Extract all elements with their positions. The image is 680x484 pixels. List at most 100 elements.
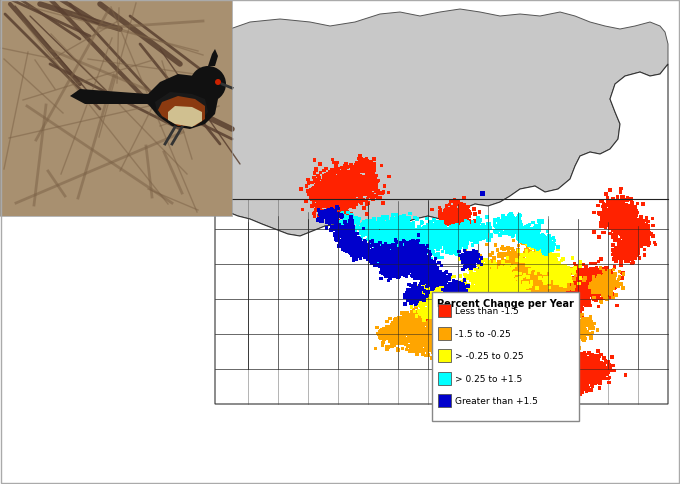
Bar — [601, 215, 605, 219]
Bar — [398, 329, 402, 332]
Bar — [568, 377, 572, 380]
Bar — [622, 248, 626, 251]
Bar — [499, 273, 503, 277]
Bar — [591, 385, 594, 389]
Bar — [398, 323, 401, 326]
Bar — [352, 238, 356, 242]
Bar — [532, 301, 536, 304]
Bar — [576, 357, 579, 361]
Bar — [469, 335, 473, 338]
Bar — [390, 254, 394, 257]
Bar — [591, 376, 594, 379]
Bar — [360, 161, 364, 164]
Bar — [422, 304, 425, 307]
Bar — [625, 217, 628, 221]
Bar — [535, 320, 539, 323]
Bar — [447, 343, 451, 347]
Bar — [556, 276, 559, 280]
Bar — [385, 251, 388, 254]
Bar — [445, 215, 449, 218]
Bar — [313, 192, 316, 196]
Bar — [484, 234, 488, 238]
Bar — [350, 175, 353, 179]
Bar — [471, 227, 474, 230]
Bar — [585, 289, 589, 293]
Bar — [456, 223, 459, 227]
Bar — [424, 271, 427, 274]
Bar — [458, 207, 461, 211]
Bar — [564, 384, 567, 387]
Bar — [576, 379, 579, 383]
Bar — [412, 228, 415, 231]
Bar — [393, 273, 396, 277]
Bar — [313, 215, 316, 219]
Bar — [369, 163, 373, 166]
Bar — [515, 343, 519, 347]
Bar — [480, 286, 484, 289]
Bar — [613, 282, 617, 286]
Bar — [463, 323, 466, 326]
Bar — [558, 348, 561, 352]
Bar — [416, 246, 420, 250]
Bar — [505, 292, 508, 295]
Bar — [520, 279, 524, 283]
Bar — [551, 330, 555, 333]
Bar — [445, 354, 449, 358]
Bar — [354, 250, 357, 253]
Bar — [447, 223, 450, 227]
Bar — [636, 227, 640, 230]
Bar — [541, 300, 544, 303]
Bar — [585, 319, 589, 323]
Bar — [558, 304, 561, 307]
Bar — [528, 304, 531, 308]
Bar — [423, 272, 426, 276]
Bar — [471, 300, 475, 303]
Bar — [621, 211, 624, 214]
Bar — [330, 179, 333, 182]
Bar — [563, 297, 566, 301]
Bar — [397, 234, 401, 238]
Bar — [488, 281, 491, 285]
Bar — [568, 297, 572, 301]
Bar — [328, 195, 333, 199]
Bar — [607, 223, 611, 227]
Bar — [425, 269, 428, 272]
Bar — [485, 362, 488, 365]
Bar — [432, 288, 436, 291]
Bar — [477, 361, 481, 364]
Bar — [586, 365, 590, 369]
Bar — [479, 293, 482, 296]
Bar — [418, 290, 422, 294]
Bar — [353, 205, 356, 208]
Bar — [460, 242, 464, 245]
Bar — [431, 300, 435, 303]
Bar — [630, 202, 634, 205]
Bar — [474, 281, 477, 285]
Bar — [411, 331, 415, 334]
Bar — [354, 164, 358, 168]
Bar — [528, 341, 532, 344]
Bar — [500, 266, 503, 269]
Bar — [599, 373, 602, 377]
Bar — [613, 247, 617, 251]
Bar — [547, 324, 551, 327]
Bar — [387, 191, 390, 195]
Bar — [344, 236, 347, 240]
Bar — [407, 231, 411, 235]
Bar — [331, 216, 335, 219]
Bar — [491, 318, 494, 321]
Bar — [388, 255, 391, 258]
Bar — [469, 367, 472, 370]
Bar — [411, 327, 415, 330]
Bar — [408, 324, 411, 328]
Bar — [452, 342, 456, 345]
Bar — [345, 196, 348, 199]
Bar — [398, 270, 402, 273]
Bar — [431, 227, 435, 230]
Bar — [581, 294, 584, 298]
Bar — [439, 226, 443, 229]
Bar — [445, 335, 449, 339]
Bar — [315, 195, 318, 198]
Bar — [431, 350, 435, 354]
Bar — [460, 317, 464, 320]
